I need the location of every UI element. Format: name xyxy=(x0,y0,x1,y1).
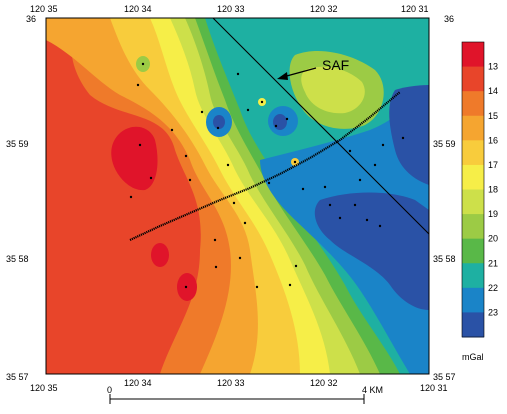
scale-start-label: 0 xyxy=(107,385,112,395)
legend-swatch-2 xyxy=(462,91,484,117)
legend-value-19: 19 xyxy=(488,209,498,219)
legend-value-21: 21 xyxy=(488,258,498,268)
right-lat-label-1: 35 59 xyxy=(433,139,456,149)
left-lat-label-0: 36 xyxy=(26,14,36,24)
legend-swatch-6 xyxy=(462,189,484,215)
legend-value-23: 23 xyxy=(488,307,498,317)
top-longitude-labels: 120 35 120 34 120 33 120 32 120 31 xyxy=(30,4,429,14)
right-lat-label-2: 35 58 xyxy=(433,254,456,264)
inner-lon-label-0: 120 34 xyxy=(124,378,152,388)
legend-swatch-4 xyxy=(462,140,484,166)
color-legend: 13 14 15 16 17 18 19 20 21 22 23 xyxy=(461,41,498,338)
top-lon-label-3: 120 32 xyxy=(310,4,338,14)
top-lon-label-4: 120 31 xyxy=(401,4,429,14)
contour-field xyxy=(46,18,429,374)
inner-lon-label-2: 120 32 xyxy=(310,378,338,388)
inner-lon-label-1: 120 33 xyxy=(217,378,245,388)
bottom-lon-label-0: 120 35 xyxy=(30,383,58,393)
station-points xyxy=(129,62,405,289)
fault-trace xyxy=(212,17,430,235)
legend-value-14: 14 xyxy=(488,86,498,96)
legend-value-20: 20 xyxy=(488,234,498,244)
legend-swatch-11 xyxy=(462,312,484,338)
legend-swatch-10 xyxy=(462,287,484,313)
top-lon-label-0: 120 35 xyxy=(30,4,58,14)
scale-bar: 0 4 KM xyxy=(107,385,383,404)
legend-unit: mGal xyxy=(462,352,484,362)
right-lat-label-0: 36 xyxy=(444,14,454,24)
legend-value-15: 15 xyxy=(488,111,498,121)
top-lon-label-2: 120 33 xyxy=(217,4,245,14)
legend-swatch-3 xyxy=(462,115,484,141)
legend-swatch-8 xyxy=(462,238,484,264)
left-latitude-labels: 36 35 59 35 58 35 57 xyxy=(6,14,36,382)
left-lat-label-2: 35 58 xyxy=(6,254,29,264)
left-lat-label-3: 35 57 xyxy=(6,372,29,382)
legend-value-18: 18 xyxy=(488,185,498,195)
top-lon-label-1: 120 34 xyxy=(124,4,152,14)
legend-swatch-1 xyxy=(462,66,484,92)
fault-label: SAF xyxy=(322,57,349,73)
legend-frame xyxy=(461,41,485,338)
legend-swatch-7 xyxy=(462,214,484,240)
bottom-longitude-labels: 120 35 120 34 120 33 120 32 120 31 xyxy=(30,383,448,393)
legend-value-16: 16 xyxy=(488,135,498,145)
inner-longitude-labels: 120 34 120 33 120 32 xyxy=(124,378,338,388)
bottom-lon-label-4: 120 31 xyxy=(420,383,448,393)
legend-value-17: 17 xyxy=(488,160,498,170)
legend-value-13: 13 xyxy=(488,62,498,72)
legend-swatch-0 xyxy=(462,42,484,68)
legend-value-22: 22 xyxy=(488,283,498,293)
map-frame xyxy=(45,17,430,375)
fault-label-arrow xyxy=(277,67,317,80)
right-latitude-labels: 36 35 59 35 58 35 57 xyxy=(433,14,456,382)
scale-end-label: 4 KM xyxy=(362,385,383,395)
right-lat-label-3: 35 57 xyxy=(433,372,456,382)
legend-swatch-5 xyxy=(462,164,484,190)
legend-swatch-9 xyxy=(462,263,484,289)
left-lat-label-1: 35 59 xyxy=(6,139,29,149)
